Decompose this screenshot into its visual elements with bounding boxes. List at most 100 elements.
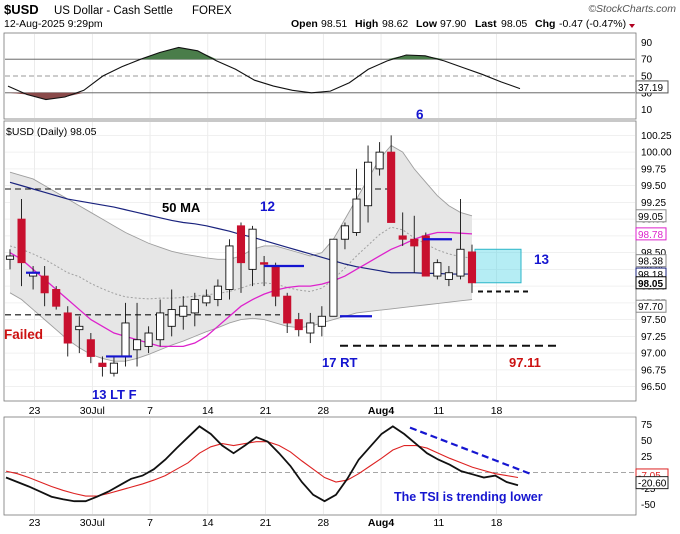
price-badge-box [635, 209, 667, 223]
candle [213, 279, 222, 307]
oscillator-current-badge: 37.19 [635, 80, 669, 94]
x-tick-label-bottom: 18 [491, 517, 503, 529]
brand-watermark: ©StockCharts.com [588, 3, 676, 15]
candle [75, 316, 84, 354]
price-badge: 98.05 [635, 276, 667, 290]
x-tick-label-top: 30Jul [80, 405, 105, 417]
tsi-signal-line [5, 441, 519, 497]
annotation-13-lt-f: 13 LT F [92, 387, 137, 402]
candle [144, 326, 153, 354]
tsi-badge: -20.60 [635, 476, 669, 490]
annotation-cycle-13: 13 [534, 252, 550, 267]
candle [167, 289, 176, 337]
candle [109, 356, 118, 377]
candle-body-up [433, 262, 442, 277]
x-tick-label-top: 14 [202, 405, 214, 417]
symbol: $USD [4, 2, 39, 17]
candle-body-down [40, 275, 49, 294]
annotation-tsi-note: The TSI is trending lower [394, 490, 543, 504]
tsi-panel-frame [3, 416, 637, 516]
x-tick-label-top: 28 [317, 405, 329, 417]
tsi-badge-box [635, 476, 669, 490]
oscillator-line [7, 46, 521, 101]
tsi-tick-label: 75 [641, 420, 653, 431]
candle [260, 255, 269, 287]
x-tick-label-bottom: Aug4 [368, 517, 394, 529]
high-value: 98.62 [382, 18, 408, 30]
candle-body-down [271, 265, 280, 297]
price-panel-label: $USD (Daily) 98.05 [6, 126, 97, 138]
tsi-tick-label: -25 [641, 484, 656, 495]
chart-header: $USD US Dollar - Cash Settle FOREX ©Stoc… [4, 2, 676, 30]
price-tick-label: 100.25 [641, 131, 672, 142]
x-tick-label-bottom: 7 [147, 517, 153, 529]
x-tick-label-bottom: 23 [29, 517, 41, 529]
candle-body-up [144, 332, 153, 347]
price-tick-label: 97.00 [641, 349, 666, 360]
x-tick-label-top: 21 [260, 405, 272, 417]
candle-body-up [248, 228, 257, 270]
candle-body-up [167, 309, 176, 327]
candle [63, 306, 72, 357]
price-tick-label: 97.50 [641, 315, 666, 326]
chg-label: Chg [535, 18, 555, 30]
last-label: Last [475, 18, 497, 30]
axis-layer: 23 23 30Jul 30Jul 7 7 14 14 21 21 28 28 Aug4 Aug4 11 11… [29, 38, 672, 529]
candle-body-down [17, 218, 26, 264]
candle [398, 212, 407, 246]
candle [433, 259, 442, 280]
candle-body-down [410, 238, 419, 247]
chart-date: 12-Aug-2025 9:29pm [4, 18, 103, 30]
chg-value: -0.47 (-0.47%) [559, 18, 626, 30]
candle [387, 135, 396, 223]
candle [456, 199, 465, 280]
annotation-cycle-12: 12 [260, 199, 275, 214]
oscillator-tick-label: 70 [641, 55, 653, 66]
candle-body-down [260, 262, 269, 265]
tsi-tick-label: -50 [641, 500, 656, 511]
candle [329, 238, 338, 317]
candle-body-up [156, 312, 165, 341]
x-tick-label-bottom: 14 [202, 517, 214, 529]
price-badge: 97.70 [635, 299, 667, 313]
low-label: Low [416, 18, 438, 30]
price-badge-box [635, 254, 667, 268]
band-midline [9, 226, 473, 300]
candle-body-up [340, 225, 350, 240]
candle [86, 333, 95, 364]
candle-body-up [352, 198, 361, 233]
consolidation-highlight-box [474, 248, 522, 284]
candle [248, 225, 257, 287]
candle-body-up [202, 295, 211, 304]
exchange-label: FOREX [192, 5, 232, 17]
candle-body-up [213, 285, 222, 300]
oscillator-badge-label: 37.19 [638, 83, 663, 94]
annotation-level-97-11: 97.11 [509, 355, 541, 370]
candle [17, 199, 26, 287]
candle [294, 312, 303, 337]
candle [190, 292, 199, 327]
x-tick-label-top: 23 [29, 405, 41, 417]
ma-short-line [9, 231, 473, 348]
candle-body-up [75, 325, 84, 331]
annotation-17-rt: 17 RT [322, 355, 357, 370]
price-tick-label: 98.50 [641, 248, 666, 259]
price-badge-box [635, 276, 667, 290]
tsi-line [5, 425, 519, 503]
candle-body-down [86, 339, 95, 357]
oscillator-tick-label: 30 [641, 88, 653, 99]
candle [283, 292, 292, 334]
candle-body-down [98, 362, 107, 367]
candle [40, 266, 49, 307]
candle-body-down [294, 319, 303, 331]
candle [444, 266, 453, 287]
oscillator-tick-label: 50 [641, 72, 653, 83]
x-tick-label-bottom: 30Jul [80, 517, 105, 529]
candle [467, 244, 477, 293]
candle [202, 289, 211, 307]
candle [132, 302, 142, 367]
price-badge-label: 99.05 [638, 212, 663, 223]
candle-body-up [121, 322, 130, 357]
price-layer [5, 135, 560, 377]
